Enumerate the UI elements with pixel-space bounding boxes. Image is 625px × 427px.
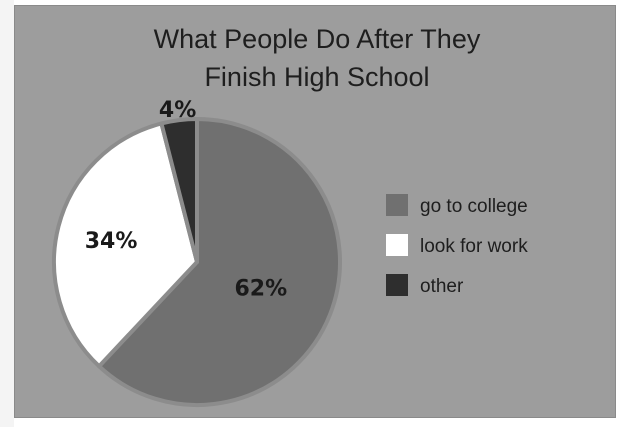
pie-slice-look-for-work: [52, 121, 199, 369]
pie-slices: [52, 117, 342, 407]
legend-swatch-go-to-college: [386, 194, 408, 216]
chart-title: What People Do After They Finish High Sc…: [154, 24, 481, 92]
legend-label-other: other: [420, 276, 464, 297]
chart-legend: go to college look for work other: [386, 194, 528, 297]
chart-title-line-2: Finish High School: [204, 62, 429, 92]
pie-slice-go-to-college: [97, 117, 342, 407]
pie-slice-other: [159, 117, 199, 264]
legend-swatch-look-for-work: [386, 234, 408, 256]
legend-label-go-to-college: go to college: [420, 196, 528, 217]
pie-value-label-other: 4%: [159, 98, 196, 123]
pie-value-label-look-for-work: 34%: [85, 229, 138, 254]
pie-value-label-go-to-college: 62%: [234, 276, 287, 301]
pie-value-labels: 62% 34% 4%: [85, 98, 287, 301]
page-margin: [0, 0, 14, 427]
legend-label-look-for-work: look for work: [420, 236, 528, 257]
legend-swatch-other: [386, 274, 408, 296]
chart-title-line-1: What People Do After They: [154, 24, 481, 54]
